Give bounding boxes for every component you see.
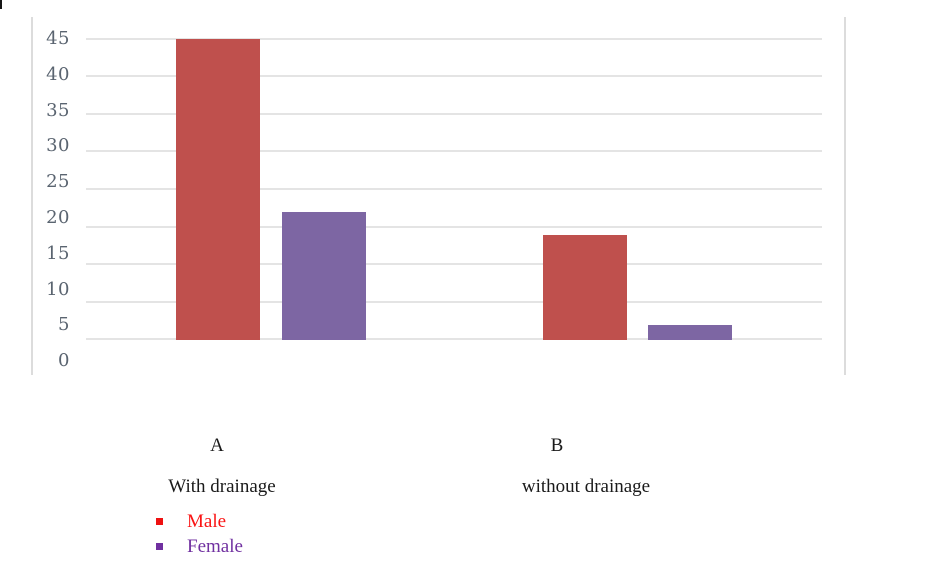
y-tick-label-0: 0 [58, 350, 70, 372]
plot-left-border [31, 17, 33, 375]
legend-male-label: Male [187, 511, 227, 532]
y-tick-label-30: 30 [46, 135, 70, 157]
bar-b-male [543, 234, 627, 340]
gridline-y-45 [86, 37, 822, 40]
gridline-y-20 [86, 225, 822, 228]
legend-female-label: Female [187, 536, 243, 557]
category-sublabel-without-drainage: without drainage [521, 476, 651, 497]
y-tick-label-45: 45 [46, 28, 70, 49]
legend-male-swatch-icon [156, 518, 163, 525]
y-tick-label-15: 15 [46, 242, 70, 264]
category-label-b: B [550, 435, 564, 456]
legend-female-swatch-icon [156, 543, 163, 550]
gridline-y-25 [86, 187, 822, 190]
y-tick-label-25: 25 [46, 171, 70, 193]
page-corner-mark [0, 0, 2, 9]
plot-right-border [844, 17, 846, 375]
y-tick-label-20: 20 [46, 207, 70, 228]
gridline-y-30 [86, 150, 822, 153]
bar-a-female [282, 212, 366, 340]
y-tick-label-5: 5 [58, 314, 70, 336]
bar-b-female [648, 324, 732, 340]
y-tick-label-10: 10 [46, 278, 70, 300]
gridline-y-5 [86, 338, 822, 341]
y-tick-label-35: 35 [46, 99, 70, 121]
category-sublabel-with-drainage: With drainage [168, 476, 276, 497]
bar-a-male [176, 39, 260, 340]
gridline-y-40 [86, 75, 822, 78]
category-label-a: A [210, 435, 224, 456]
y-tick-label-40: 40 [46, 63, 70, 85]
gridline-y-15 [86, 263, 822, 266]
gridline-y-10 [86, 300, 822, 303]
gridline-y-35 [86, 112, 822, 115]
